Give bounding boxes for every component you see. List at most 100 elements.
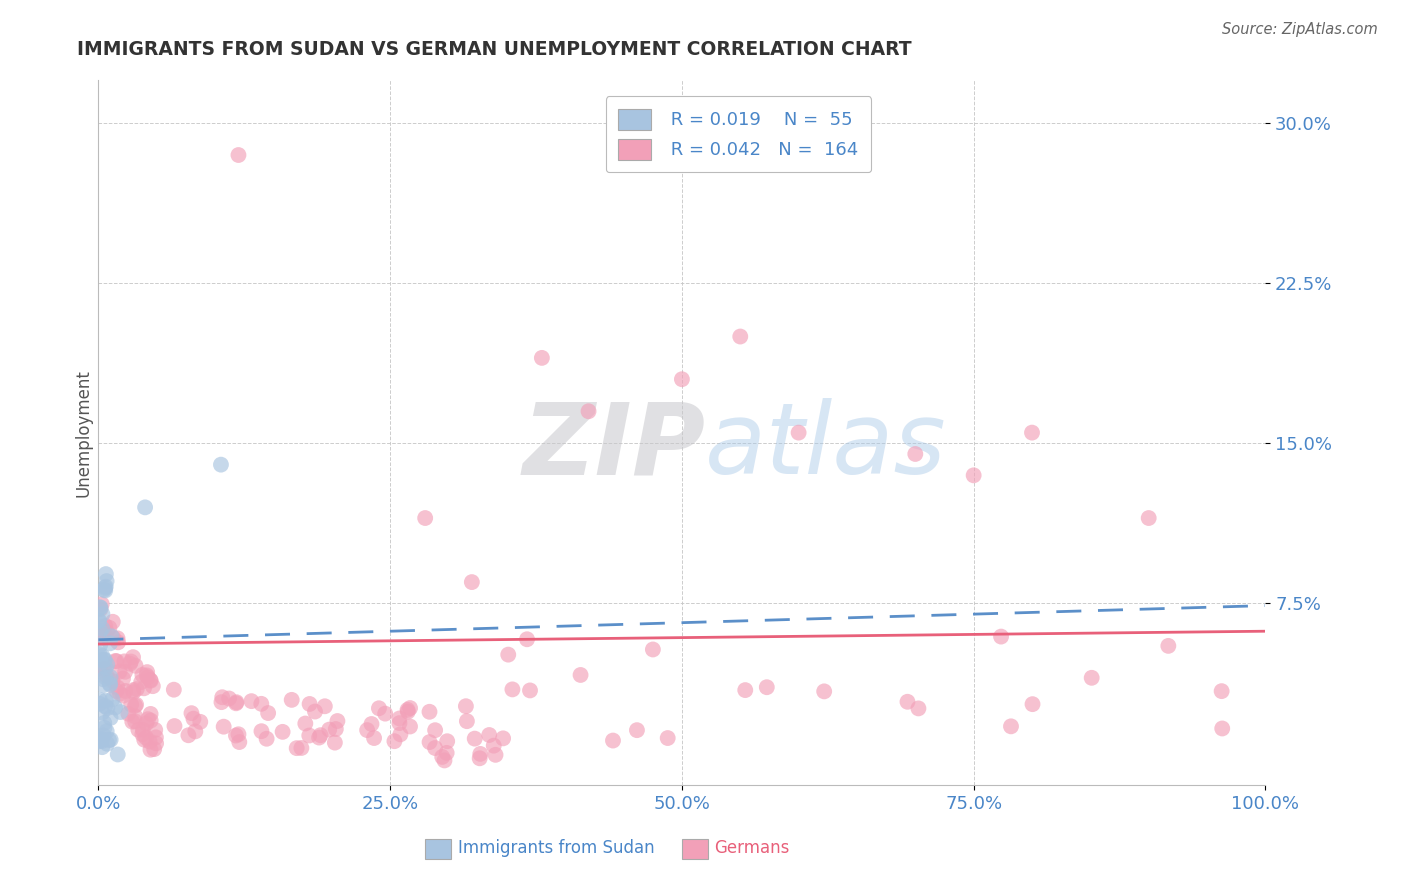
Point bbox=[94, 661, 117, 675]
Point bbox=[1211, 722, 1233, 736]
Point bbox=[93, 663, 115, 677]
Text: Immigrants from Sudan: Immigrants from Sudan bbox=[458, 839, 654, 857]
Point bbox=[143, 742, 166, 756]
Point bbox=[225, 696, 247, 710]
Point bbox=[96, 724, 118, 739]
FancyBboxPatch shape bbox=[425, 839, 451, 859]
Point bbox=[125, 698, 148, 712]
Point bbox=[108, 687, 131, 701]
Point bbox=[423, 723, 446, 738]
Point bbox=[97, 733, 120, 747]
Point bbox=[89, 693, 111, 707]
Point bbox=[730, 329, 752, 343]
Point bbox=[94, 583, 117, 598]
Text: IMMIGRANTS FROM SUDAN VS GERMAN UNEMPLOYMENT CORRELATION CHART: IMMIGRANTS FROM SUDAN VS GERMAN UNEMPLOY… bbox=[77, 40, 912, 59]
Point bbox=[90, 600, 112, 615]
Point bbox=[436, 734, 458, 748]
Point bbox=[461, 575, 484, 590]
Point bbox=[124, 658, 146, 673]
Point bbox=[211, 690, 233, 705]
Point bbox=[107, 681, 129, 695]
Point bbox=[90, 734, 112, 748]
Point bbox=[1021, 697, 1043, 711]
Point bbox=[363, 731, 385, 745]
Point bbox=[990, 630, 1012, 644]
Point bbox=[896, 695, 918, 709]
Point bbox=[787, 425, 810, 440]
Point bbox=[93, 582, 115, 597]
Point bbox=[87, 613, 110, 627]
Point bbox=[89, 638, 111, 652]
Point bbox=[89, 600, 111, 615]
Point bbox=[368, 701, 391, 715]
Point bbox=[1157, 639, 1180, 653]
Point bbox=[90, 631, 112, 645]
Point bbox=[142, 679, 165, 693]
Point bbox=[519, 683, 541, 698]
Point bbox=[139, 673, 162, 688]
Point bbox=[94, 693, 117, 707]
Point bbox=[101, 673, 124, 688]
Point bbox=[124, 709, 146, 723]
Point bbox=[96, 701, 118, 715]
Point bbox=[308, 731, 330, 745]
Point bbox=[578, 404, 600, 418]
Point bbox=[184, 724, 207, 739]
Point bbox=[107, 635, 129, 649]
Point bbox=[121, 714, 143, 729]
Point bbox=[91, 607, 114, 622]
Text: atlas: atlas bbox=[706, 398, 946, 495]
Point bbox=[87, 615, 110, 629]
Point bbox=[298, 697, 321, 711]
Text: ZIP: ZIP bbox=[522, 398, 706, 495]
Point bbox=[100, 711, 122, 725]
Point bbox=[641, 642, 664, 657]
Point bbox=[94, 653, 117, 667]
Point bbox=[602, 733, 624, 747]
Point bbox=[294, 716, 316, 731]
Point bbox=[100, 670, 122, 684]
Point bbox=[657, 731, 679, 745]
Point bbox=[136, 712, 159, 726]
Point bbox=[93, 729, 115, 743]
Point bbox=[96, 669, 118, 683]
Point bbox=[456, 714, 478, 728]
Point bbox=[225, 729, 247, 743]
Point bbox=[90, 731, 112, 746]
Point bbox=[124, 698, 146, 713]
Point bbox=[433, 753, 456, 767]
Point bbox=[318, 723, 340, 737]
Point bbox=[419, 735, 441, 749]
Point bbox=[250, 697, 273, 711]
Point bbox=[470, 747, 492, 761]
Point bbox=[87, 664, 110, 678]
Point bbox=[163, 719, 186, 733]
Point bbox=[96, 625, 118, 640]
Point bbox=[1211, 684, 1233, 698]
Point bbox=[94, 567, 117, 582]
Point bbox=[530, 351, 553, 365]
Point bbox=[127, 723, 149, 737]
Point bbox=[91, 672, 114, 686]
Point bbox=[323, 736, 346, 750]
Point bbox=[388, 716, 411, 731]
Point bbox=[464, 731, 486, 746]
Point bbox=[124, 714, 146, 729]
Point bbox=[569, 668, 592, 682]
Point bbox=[114, 665, 136, 679]
Point bbox=[314, 699, 336, 714]
Point bbox=[1021, 425, 1043, 440]
Point bbox=[225, 695, 247, 709]
FancyBboxPatch shape bbox=[682, 839, 707, 859]
Point bbox=[91, 648, 114, 663]
Point bbox=[117, 706, 139, 721]
Point bbox=[413, 511, 436, 525]
Point bbox=[93, 662, 115, 676]
Point bbox=[478, 728, 501, 742]
Point bbox=[326, 714, 349, 728]
Point bbox=[89, 647, 111, 661]
Y-axis label: Unemployment: Unemployment bbox=[75, 368, 93, 497]
Point bbox=[298, 729, 321, 743]
Point bbox=[89, 602, 111, 616]
Point bbox=[93, 628, 115, 642]
